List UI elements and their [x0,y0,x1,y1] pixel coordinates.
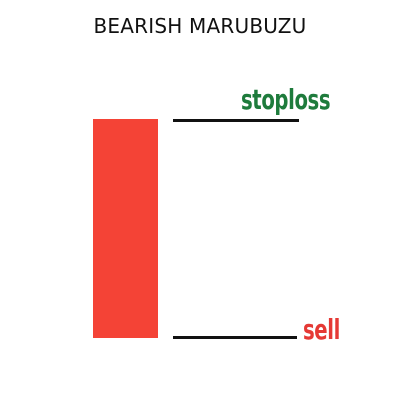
sell-label: sell [303,313,340,346]
stoploss-label: stoploss [241,83,331,116]
bearish-candle-body [93,119,158,338]
stoploss-line [173,119,299,122]
sell-line [173,336,297,339]
diagram-title: BEARISH MARUBUZU [93,14,307,38]
